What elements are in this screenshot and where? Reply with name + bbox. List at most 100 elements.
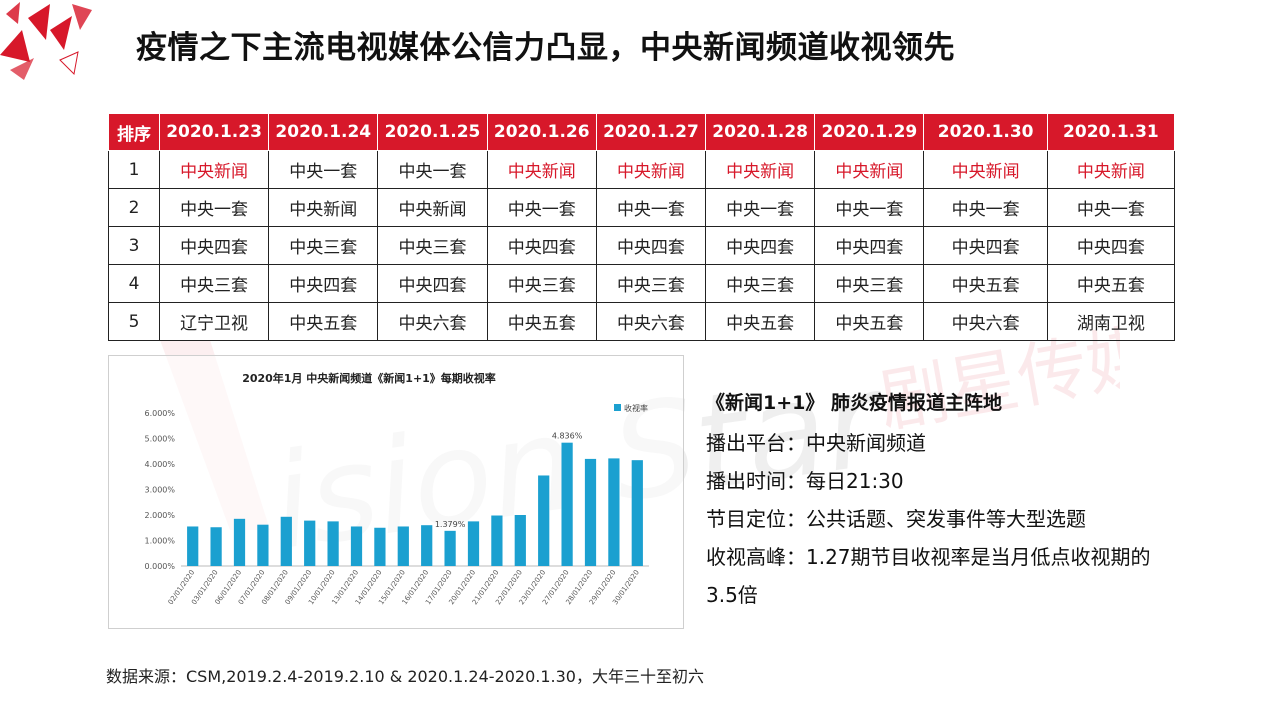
table-row: 3 中央四套 中央三套 中央三套 中央四套 中央四套 中央四套 中央四套 中央四套 中央四套 bbox=[108, 226, 1176, 265]
bar bbox=[584, 458, 597, 566]
bar bbox=[280, 516, 292, 566]
channel-cell: 中央一套 bbox=[595, 188, 707, 227]
info-airtime: 播出时间：每日21:30 bbox=[706, 469, 904, 493]
channel-cell: 中央五套 bbox=[923, 264, 1048, 303]
channel-cell: 中央三套 bbox=[268, 226, 379, 265]
y-tick-label: 5.000% bbox=[144, 435, 175, 444]
data-label: 4.836% bbox=[552, 432, 583, 441]
channel-cell: 中央六套 bbox=[595, 302, 707, 341]
channel-cell: 中央新闻 bbox=[705, 150, 816, 189]
channel-cell: 中央四套 bbox=[595, 226, 707, 265]
channel-cell: 中央四套 bbox=[268, 264, 379, 303]
info-peak: 收视高峰：1.27期节目收视率是当月低点收视期的3.5倍 bbox=[706, 545, 1151, 607]
bar bbox=[491, 515, 503, 566]
ratings-chart: 2020年1月 中央新闻频道《新闻1+1》每期收视率 收视率 0.000% 1.0… bbox=[108, 355, 684, 629]
channel-cell: 中央四套 bbox=[486, 226, 597, 265]
channel-cell: 中央一套 bbox=[814, 188, 925, 227]
bar bbox=[210, 527, 222, 566]
header-date: 2020.1.31 bbox=[1046, 113, 1176, 151]
header-date: 2020.1.27 bbox=[595, 113, 707, 151]
bar bbox=[514, 515, 526, 566]
bar bbox=[444, 530, 456, 566]
channel-cell: 中央一套 bbox=[377, 150, 488, 189]
bar bbox=[257, 524, 269, 566]
header-date: 2020.1.30 bbox=[923, 113, 1048, 151]
channel-cell: 中央三套 bbox=[158, 264, 270, 303]
channel-cell: 中央三套 bbox=[377, 226, 488, 265]
channel-cell: 中央新闻 bbox=[1046, 150, 1176, 189]
ranking-table: 排序 2020.1.23 2020.1.24 2020.1.25 2020.1.… bbox=[108, 113, 1176, 341]
channel-cell: 中央新闻 bbox=[923, 150, 1048, 189]
header-date: 2020.1.23 bbox=[158, 113, 270, 151]
table-header-row: 排序 2020.1.23 2020.1.24 2020.1.25 2020.1.… bbox=[108, 113, 1176, 151]
channel-cell: 中央五套 bbox=[268, 302, 379, 341]
channel-cell: 中央新闻 bbox=[486, 150, 597, 189]
table-row: 5 辽宁卫视 中央五套 中央六套 中央五套 中央六套 中央五套 中央五套 中央六套 湖南卫视 bbox=[108, 302, 1176, 341]
channel-cell: 中央一套 bbox=[1046, 188, 1176, 227]
channel-cell: 中央六套 bbox=[923, 302, 1048, 341]
bar bbox=[421, 525, 433, 566]
channel-cell: 中央一套 bbox=[158, 188, 270, 227]
channel-cell: 中央四套 bbox=[814, 226, 925, 265]
channel-cell: 中央新闻 bbox=[268, 188, 379, 227]
channel-cell: 中央一套 bbox=[486, 188, 597, 227]
y-tick-label: 2.000% bbox=[144, 511, 175, 520]
bar bbox=[374, 527, 386, 566]
bar bbox=[608, 458, 620, 566]
bar bbox=[304, 520, 316, 566]
channel-cell: 中央五套 bbox=[705, 302, 816, 341]
header-date: 2020.1.29 bbox=[814, 113, 925, 151]
bar bbox=[561, 442, 573, 566]
channel-cell: 中央三套 bbox=[486, 264, 597, 303]
y-tick-label: 0.000% bbox=[144, 562, 175, 571]
header-date: 2020.1.26 bbox=[486, 113, 597, 151]
channel-cell: 中央三套 bbox=[595, 264, 707, 303]
table-row: 4 中央三套 中央四套 中央四套 中央三套 中央三套 中央三套 中央三套 中央五套 中央五套 bbox=[108, 264, 1176, 303]
bar bbox=[397, 526, 409, 566]
header-date: 2020.1.28 bbox=[705, 113, 816, 151]
bar bbox=[187, 526, 199, 566]
channel-cell: 中央新闻 bbox=[814, 150, 925, 189]
bar bbox=[538, 475, 550, 566]
rank-cell: 5 bbox=[108, 302, 160, 341]
legend-swatch bbox=[614, 404, 621, 411]
rank-cell: 4 bbox=[108, 264, 160, 303]
channel-cell: 中央四套 bbox=[158, 226, 270, 265]
program-info-heading: 《新闻1+1》 肺炎疫情报道主阵地 bbox=[706, 392, 1002, 414]
y-tick-label: 4.000% bbox=[144, 460, 175, 469]
bar bbox=[467, 521, 480, 566]
y-tick-label: 3.000% bbox=[144, 486, 175, 495]
y-tick-label: 1.000% bbox=[144, 537, 175, 546]
data-source-note: 数据来源：CSM,2019.2.4-2019.2.10 & 2020.1.24-… bbox=[106, 667, 704, 686]
corner-decoration bbox=[0, 2, 92, 80]
channel-cell: 中央一套 bbox=[268, 150, 379, 189]
channel-cell: 中央三套 bbox=[705, 264, 816, 303]
program-info: 《新闻1+1》 肺炎疫情报道主阵地 播出平台：中央新闻频道 播出时间：每日21:… bbox=[706, 384, 1176, 614]
bar bbox=[327, 521, 339, 566]
channel-cell: 中央五套 bbox=[1046, 264, 1176, 303]
page-title: 疫情之下主流电视媒体公信力凸显，中央新闻频道收视领先 bbox=[136, 30, 955, 66]
channel-cell: 中央新闻 bbox=[377, 188, 488, 227]
bar bbox=[233, 518, 246, 566]
header-rank: 排序 bbox=[108, 113, 160, 151]
rank-cell: 3 bbox=[108, 226, 160, 265]
info-positioning: 节目定位：公共话题、突发事件等大型选题 bbox=[706, 507, 1086, 531]
rank-cell: 2 bbox=[108, 188, 160, 227]
data-label: 1.379% bbox=[435, 520, 466, 529]
bar bbox=[350, 526, 363, 566]
table-row: 1 中央新闻 中央一套 中央一套 中央新闻 中央新闻 中央新闻 中央新闻 中央新闻 中央新闻 bbox=[108, 150, 1176, 189]
channel-cell: 中央一套 bbox=[923, 188, 1048, 227]
channel-cell: 辽宁卫视 bbox=[158, 302, 270, 341]
bar bbox=[631, 460, 643, 566]
y-tick-label: 6.000% bbox=[144, 409, 175, 418]
info-platform: 播出平台：中央新闻频道 bbox=[706, 431, 926, 455]
channel-cell: 中央一套 bbox=[705, 188, 816, 227]
channel-cell: 中央五套 bbox=[486, 302, 597, 341]
channel-cell: 中央三套 bbox=[814, 264, 925, 303]
header-date: 2020.1.24 bbox=[268, 113, 379, 151]
channel-cell: 中央四套 bbox=[377, 264, 488, 303]
channel-cell: 中央五套 bbox=[814, 302, 925, 341]
channel-cell: 中央新闻 bbox=[595, 150, 707, 189]
ratings-bar-chart: 2020年1月 中央新闻频道《新闻1+1》每期收视率 收视率 0.000% 1.0… bbox=[144, 371, 649, 606]
legend-label: 收视率 bbox=[624, 403, 648, 413]
